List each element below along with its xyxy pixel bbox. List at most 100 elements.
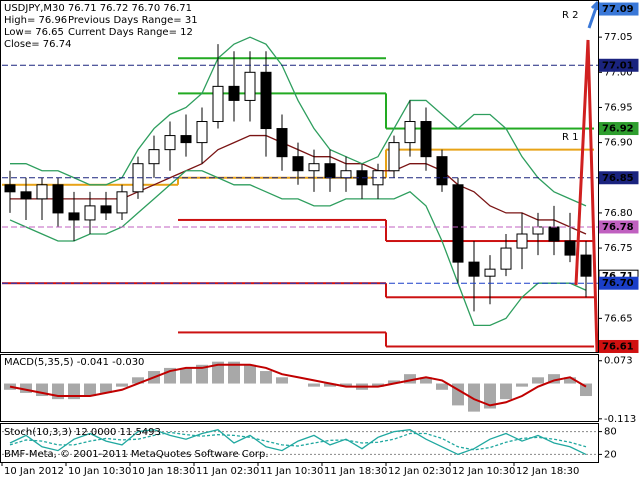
y-tick-label: 76.95 [604, 102, 633, 113]
header-bg [2, 2, 172, 48]
macd-bar [532, 377, 544, 384]
macd-bar [468, 383, 480, 412]
macd-bar [516, 383, 528, 387]
candle-body [84, 205, 96, 221]
macd-bar [388, 380, 400, 384]
candle-body [340, 170, 352, 179]
macd-bar [548, 374, 560, 384]
macd-bar [244, 364, 256, 384]
candle-body [324, 163, 336, 179]
indicator-line [10, 36, 587, 207]
copyright: BMF-Meta, © 2001-2011 MetaQuotes Softwar… [4, 449, 269, 460]
macd-bar [580, 383, 592, 397]
info-text: Low= 76.65 [4, 27, 64, 38]
info-text: Previous Days Range= 31 [68, 15, 198, 26]
candle-body [452, 184, 464, 263]
macd-bar [420, 377, 432, 384]
y-tick-label: 20 [604, 449, 617, 460]
panel-title: MACD(5,35,5) -0.041 -0.030 [4, 357, 144, 368]
chart-title: USDJPY,M30 76.71 76.72 76.70 76.71 [4, 3, 192, 14]
candle-body [52, 184, 64, 214]
candle-body [164, 135, 176, 151]
candle-body [500, 247, 512, 270]
macd-bar [436, 383, 448, 390]
macd-bar [324, 383, 336, 387]
macd-bar [500, 383, 512, 400]
candle-body [228, 85, 240, 101]
macd-bar [372, 383, 384, 387]
main-frame [0, 0, 599, 353]
indicator-line [9, 431, 587, 451]
candle-body [260, 71, 272, 130]
price-tag-label: 76.61 [602, 341, 634, 352]
candle-body [116, 191, 128, 214]
candle-body [100, 205, 112, 214]
panel-title: Stoch(10,3,3) 12.0000 11.5493 [4, 427, 161, 438]
price-tag-label: 76.71 [602, 271, 634, 282]
candle-body [4, 184, 16, 193]
macd-bar [484, 383, 496, 409]
info-text: Close= 76.74 [4, 39, 71, 50]
macd-bar [228, 361, 240, 384]
x-tick-label: 12 Jan 10:30 [452, 466, 515, 477]
candle-body [244, 71, 256, 101]
macd-bar [116, 383, 128, 387]
macd-bar [564, 377, 576, 384]
candle-body [148, 149, 160, 165]
candle-body [420, 121, 432, 158]
candle-body [580, 254, 592, 277]
y-tick-label: 0.073 [604, 356, 633, 367]
price-tag-label: 77.09 [602, 4, 634, 15]
level-label: R 1 [562, 132, 579, 143]
macd-bar [340, 383, 352, 387]
candle-body [468, 261, 480, 277]
indicator-line [9, 428, 587, 456]
candle-body [436, 156, 448, 186]
y-tick-label: 76.80 [604, 208, 633, 219]
candle-body [564, 240, 576, 256]
candle-body [516, 233, 528, 249]
candle-body [548, 226, 560, 242]
y-tick-label: 77.05 [604, 32, 633, 43]
x-tick-label: 12 Jan 02:30 [388, 466, 451, 477]
x-tick-label: 10 Jan 10:30 [68, 466, 131, 477]
candle-body [404, 121, 416, 144]
indicator-line [9, 363, 587, 407]
x-tick-label: 11 Jan 18:30 [324, 466, 387, 477]
macd-bar [260, 371, 272, 384]
price-tag-label: 77.01 [602, 60, 634, 71]
macd-bar [132, 377, 144, 384]
projection-arrow [574, 39, 599, 353]
macd-bar [180, 367, 192, 384]
macd-bar [84, 383, 96, 397]
macd-bar [196, 364, 208, 384]
candle-body [68, 212, 80, 221]
candle-body [196, 121, 208, 144]
level-label: R 2 [562, 10, 579, 21]
candle-body [308, 163, 320, 172]
price-tag-label: 76.92 [602, 124, 634, 135]
candle-body [388, 142, 400, 172]
macd-bar [212, 361, 224, 384]
indicator-line [9, 170, 587, 327]
candle-body [292, 156, 304, 172]
macd-bar [20, 383, 32, 393]
macd-bar [100, 383, 112, 393]
macd-frame [0, 354, 599, 422]
price-tag-label: 76.85 [602, 173, 634, 184]
y-tick-label: 76.65 [604, 313, 633, 324]
y-tick-label: 77.00 [604, 67, 633, 78]
candle-body [276, 128, 288, 158]
info-text: High= 76.96 [4, 15, 67, 26]
x-tick-label: 11 Jan 02:30 [196, 466, 259, 477]
y-tick-label: 80 [604, 427, 617, 438]
x-tick-label: 10 Jan 18:30 [132, 466, 195, 477]
price-tag-label: 76.78 [602, 222, 634, 233]
candle-body [532, 226, 544, 235]
candle-body [180, 135, 192, 144]
candle-body [36, 184, 48, 200]
y-tick-label: 76.75 [604, 243, 633, 254]
x-tick-label: 11 Jan 10:30 [260, 466, 323, 477]
x-tick-label: 10 Jan 2012 [4, 466, 64, 477]
